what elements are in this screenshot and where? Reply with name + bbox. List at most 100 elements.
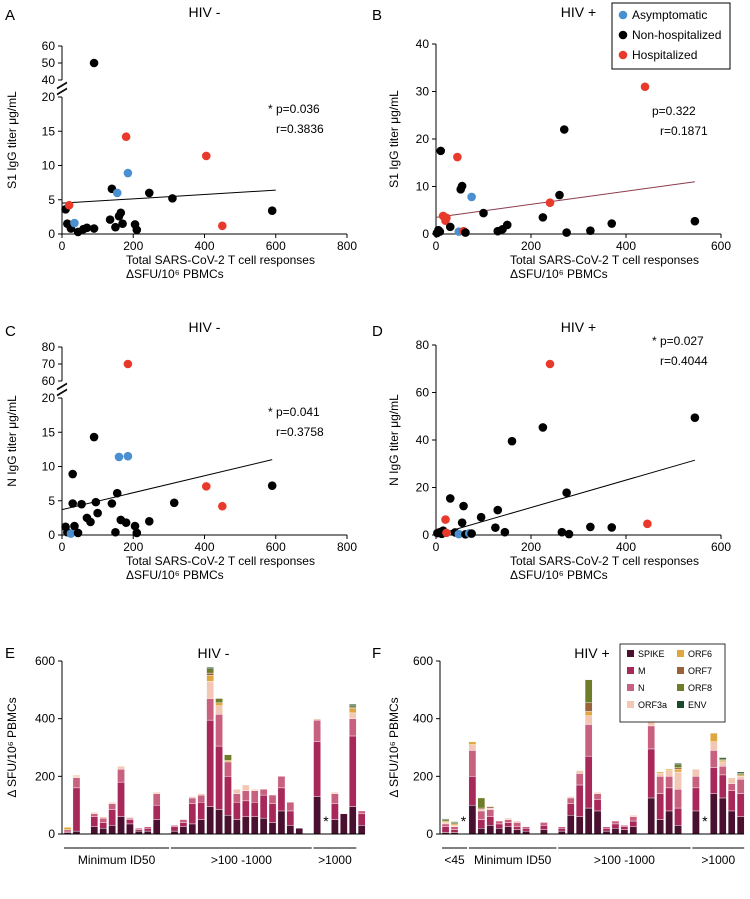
bar-segment bbox=[486, 807, 495, 810]
legend-swatch bbox=[677, 667, 684, 674]
x-axis-label: Total SARS-CoV-2 T cell responses bbox=[126, 253, 315, 267]
stat-r-value: r=0.3758 bbox=[276, 425, 324, 439]
legend-swatch bbox=[627, 667, 634, 674]
bar-segment bbox=[486, 806, 495, 809]
legend-swatch bbox=[627, 650, 634, 657]
bar-segment bbox=[206, 680, 214, 699]
data-point bbox=[507, 436, 517, 446]
bar-segment bbox=[152, 819, 161, 835]
data-point bbox=[89, 432, 99, 442]
data-point bbox=[123, 359, 133, 369]
bar-segment bbox=[718, 774, 727, 799]
x-tick-label: 400 bbox=[194, 540, 214, 554]
y-tick-label: 600 bbox=[413, 654, 433, 668]
legend-label: ENV bbox=[688, 700, 707, 710]
bar-segment bbox=[450, 822, 459, 825]
bar-segment bbox=[656, 793, 664, 820]
y-tick-label: 80 bbox=[42, 340, 56, 354]
bar-segment bbox=[63, 827, 72, 830]
bar-segment bbox=[736, 776, 745, 780]
bar-segment bbox=[674, 771, 682, 790]
bar-segment bbox=[710, 793, 718, 835]
bar-segment bbox=[144, 826, 152, 829]
significance-marker: * bbox=[323, 813, 329, 829]
bar-segment bbox=[718, 766, 727, 776]
data-point bbox=[118, 219, 127, 229]
legend-marker bbox=[618, 50, 628, 60]
bar-segment bbox=[277, 776, 286, 789]
y-tick-label: 15 bbox=[42, 425, 56, 439]
bar-segment bbox=[486, 809, 495, 817]
y-axis-label: Δ SFU/10⁶ PBMCs bbox=[387, 697, 401, 797]
legend-swatch bbox=[627, 701, 634, 708]
bar-segment bbox=[522, 828, 530, 832]
data-point bbox=[86, 517, 95, 527]
bar-segment bbox=[357, 813, 366, 826]
bar-segment bbox=[277, 810, 286, 835]
bar-segment bbox=[348, 706, 357, 709]
bar-segment bbox=[90, 816, 99, 827]
stat-p-value: p=0.322 bbox=[652, 104, 696, 118]
data-point bbox=[64, 200, 74, 210]
bar-segment bbox=[611, 823, 620, 829]
bar-segment bbox=[736, 773, 745, 776]
bar-segment bbox=[286, 802, 295, 812]
data-point bbox=[476, 512, 486, 522]
x-tick-label: 800 bbox=[337, 239, 357, 253]
data-point bbox=[267, 481, 277, 490]
bar-segment bbox=[468, 776, 477, 806]
bar-segment bbox=[179, 819, 188, 823]
y-tick-label: 0 bbox=[426, 827, 433, 841]
bar-segment bbox=[727, 810, 736, 835]
data-point bbox=[442, 213, 451, 223]
bar-segment bbox=[629, 815, 638, 817]
bar-segment bbox=[620, 829, 629, 835]
bar-segment bbox=[117, 766, 125, 770]
bar-segment bbox=[584, 711, 593, 716]
bar-segment bbox=[450, 829, 459, 833]
bar-segment bbox=[357, 810, 366, 815]
data-point bbox=[562, 488, 571, 498]
bar-segment bbox=[718, 760, 727, 763]
bar-segment bbox=[584, 679, 593, 704]
bar-segment bbox=[468, 741, 477, 745]
bar-segment bbox=[117, 768, 125, 783]
bar-segment bbox=[468, 744, 477, 751]
bar-segment bbox=[566, 803, 575, 816]
legend-marker bbox=[618, 30, 628, 40]
data-point bbox=[68, 499, 77, 508]
y-tick-label: 400 bbox=[413, 712, 433, 726]
legend-label: M bbox=[638, 666, 646, 676]
bar-segment bbox=[584, 724, 593, 757]
bar-segment bbox=[718, 761, 727, 767]
group-label: <45 bbox=[444, 853, 465, 867]
panel-label-d: D bbox=[372, 323, 383, 340]
bar-segment bbox=[206, 719, 214, 807]
data-point bbox=[130, 521, 140, 531]
bar-segment bbox=[313, 796, 321, 835]
bar-segment bbox=[188, 797, 197, 804]
bar-segment bbox=[170, 825, 179, 827]
data-point bbox=[107, 499, 117, 508]
bar-segment bbox=[331, 803, 339, 820]
data-point bbox=[112, 488, 122, 498]
data-point bbox=[66, 529, 76, 538]
bar-segment bbox=[710, 767, 718, 794]
data-point bbox=[201, 482, 211, 491]
bar-segment bbox=[224, 776, 232, 816]
bar-segment bbox=[522, 826, 530, 829]
bar-segment bbox=[348, 705, 357, 708]
bar-segment bbox=[188, 823, 197, 835]
bar-segment bbox=[736, 774, 745, 777]
bar-segment bbox=[710, 741, 718, 751]
y-tick-label: 20 bbox=[416, 132, 430, 146]
bar-segment bbox=[441, 818, 450, 820]
group-label: >100 -1000 bbox=[594, 853, 655, 867]
legend-label: Hospitalized bbox=[632, 48, 697, 62]
bar-segment bbox=[135, 829, 143, 832]
bar-segment bbox=[250, 802, 259, 817]
bar-segment bbox=[468, 750, 477, 777]
data-point bbox=[89, 58, 99, 68]
legend-label: ORF3a bbox=[638, 700, 667, 710]
